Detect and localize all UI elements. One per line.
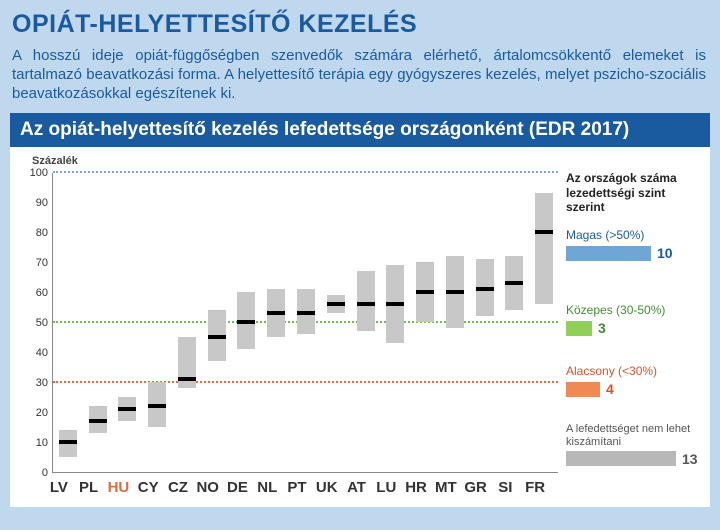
x-label: FR — [525, 479, 545, 496]
bar-mark — [297, 311, 315, 315]
y-tick: 40 — [36, 347, 48, 359]
x-label: HR — [405, 479, 427, 496]
x-label: HU — [108, 479, 130, 496]
page: OPIÁT-HELYETTESÍTŐ KEZELÉS A hosszú idej… — [0, 0, 720, 530]
x-label: MT — [435, 479, 457, 496]
bar-mark — [446, 290, 464, 294]
legend-count: 4 — [606, 381, 614, 397]
x-label: LU — [376, 479, 396, 496]
chart-heading: Az opiát-helyettesítő kezelés lefedettsé… — [10, 113, 710, 147]
bar-mark — [89, 419, 107, 423]
page-title: OPIÁT-HELYETTESÍTŐ KEZELÉS — [10, 8, 710, 45]
x-label: UK — [316, 479, 338, 496]
x-label: CY — [138, 479, 159, 496]
x-axis: LV PL HU CY CZ NO DE NL PT UK AT LU HR MT GR SI FR — [44, 475, 550, 501]
y-tick: 20 — [36, 407, 48, 419]
y-tick: 30 — [36, 377, 48, 389]
x-label: PT — [287, 479, 306, 496]
y-tick: 10 — [36, 437, 48, 449]
legend-label: Közepes (30-50%) — [566, 303, 704, 317]
legend-count: 13 — [682, 451, 698, 467]
bar-mark — [267, 311, 285, 315]
bar-mark — [535, 230, 553, 234]
x-label: CZ — [168, 479, 188, 496]
bar-mark — [327, 302, 345, 306]
x-label: NO — [196, 479, 219, 496]
y-axis: 0102030405060708090100 — [18, 173, 52, 473]
legend-count: 3 — [598, 320, 606, 336]
bar-mark — [148, 404, 166, 408]
legend-bar-row: 13 — [566, 451, 704, 467]
legend-title: Az országok száma lezedettségi szint sze… — [566, 171, 704, 214]
y-axis-label: Százalék — [32, 155, 78, 167]
legend-item-medium: Közepes (30-50%) 3 — [566, 303, 704, 336]
y-tick: 50 — [36, 317, 48, 329]
bar-mark — [416, 290, 434, 294]
bar-mark — [357, 302, 375, 306]
legend-item-low: Alacsony (<30%) 4 — [566, 364, 704, 397]
bar-mark — [118, 407, 136, 411]
plot — [52, 173, 558, 473]
legend-label: A lefedettséget nem lehet kiszámítani — [566, 423, 704, 447]
legend-label: Magas (>50%) — [566, 228, 704, 242]
y-tick: 70 — [36, 257, 48, 269]
bar-mark — [208, 335, 226, 339]
page-subtitle: A hosszú ideje opiát-függőségben szenved… — [10, 45, 710, 113]
y-tick: 80 — [36, 227, 48, 239]
x-label: NL — [257, 479, 277, 496]
x-label: PL — [79, 479, 98, 496]
ref-line — [53, 171, 558, 173]
y-tick: 60 — [36, 287, 48, 299]
chart-area: Százalék 0102030405060708090100 LVPLHUCY… — [10, 147, 710, 507]
legend-bar — [566, 246, 651, 261]
legend-bar-row: 10 — [566, 245, 704, 261]
y-tick: 90 — [36, 197, 48, 209]
legend-bar-row: 4 — [566, 381, 704, 397]
x-label: DE — [227, 479, 248, 496]
bar-mark — [59, 440, 77, 444]
x-label: LV — [50, 479, 68, 496]
bar-mark — [505, 281, 523, 285]
x-label: GR — [464, 479, 487, 496]
bar-range — [357, 271, 375, 331]
y-tick: 100 — [30, 167, 48, 179]
bar-mark — [476, 287, 494, 291]
legend-label: Alacsony (<30%) — [566, 364, 704, 378]
bar-mark — [178, 377, 196, 381]
legend-bar-row: 3 — [566, 320, 704, 336]
legend-bar — [566, 382, 600, 397]
ref-line — [53, 381, 558, 383]
bar-mark — [386, 302, 404, 306]
legend-count: 10 — [657, 245, 673, 261]
bar-range — [535, 193, 553, 304]
bar-mark — [237, 320, 255, 324]
legend-bar — [566, 451, 676, 466]
legend-bar — [566, 321, 592, 336]
legend: Az országok száma lezedettségi szint sze… — [558, 157, 704, 497]
plot-wrap: 0102030405060708090100 LVPLHUCYCZNODENLP… — [18, 157, 558, 497]
x-label: AT — [347, 479, 366, 496]
x-label: SI — [498, 479, 512, 496]
legend-item-high: Magas (>50%) 10 — [566, 228, 704, 261]
legend-item-na: A lefedettséget nem lehet kiszámítani 13 — [566, 423, 704, 466]
